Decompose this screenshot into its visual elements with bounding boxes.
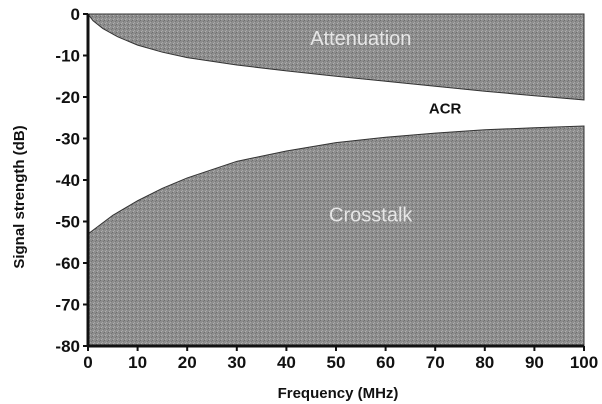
annotation-acr: ACR: [429, 101, 462, 118]
y-tick-label: -70: [55, 296, 80, 315]
y-tick-label: -80: [55, 337, 80, 356]
x-tick-label: 100: [570, 353, 598, 372]
x-tick-label: 70: [426, 353, 445, 372]
y-tick-label: -50: [55, 213, 80, 232]
x-tick-label: 90: [525, 353, 544, 372]
y-tick-label: 0: [71, 5, 80, 24]
x-tick-label: 20: [178, 353, 197, 372]
x-tick-label: 80: [475, 353, 494, 372]
crosstalk-area: [87, 125, 585, 347]
x-tick-label: 40: [277, 353, 296, 372]
series-label-crosstalk: Crosstalk: [329, 205, 413, 227]
x-tick-label: 10: [128, 353, 147, 372]
x-axis-title: Frequency (MHz): [278, 385, 399, 402]
axes: [83, 13, 585, 351]
y-tick-label: -40: [55, 171, 80, 190]
plot-regions: [87, 13, 585, 347]
y-tick-label: -60: [55, 254, 80, 273]
tick-labels: 0 10 20 30 40 50 60 70 80 90 100 0 -10 -20 -30 -40 -50 -6…: [55, 5, 598, 372]
y-tick-label: -10: [55, 47, 80, 66]
y-tick-label: -20: [55, 88, 80, 107]
series-label-attenuation: Attenuation: [310, 28, 411, 50]
attenuation-area: [87, 13, 585, 101]
y-axis-title: Signal strength (dB): [11, 125, 28, 268]
x-tick-label: 30: [227, 353, 246, 372]
y-tick-label: -30: [55, 130, 80, 149]
x-tick-label: 50: [327, 353, 346, 372]
x-tick-label: 0: [83, 353, 92, 372]
x-tick-label: 60: [376, 353, 395, 372]
